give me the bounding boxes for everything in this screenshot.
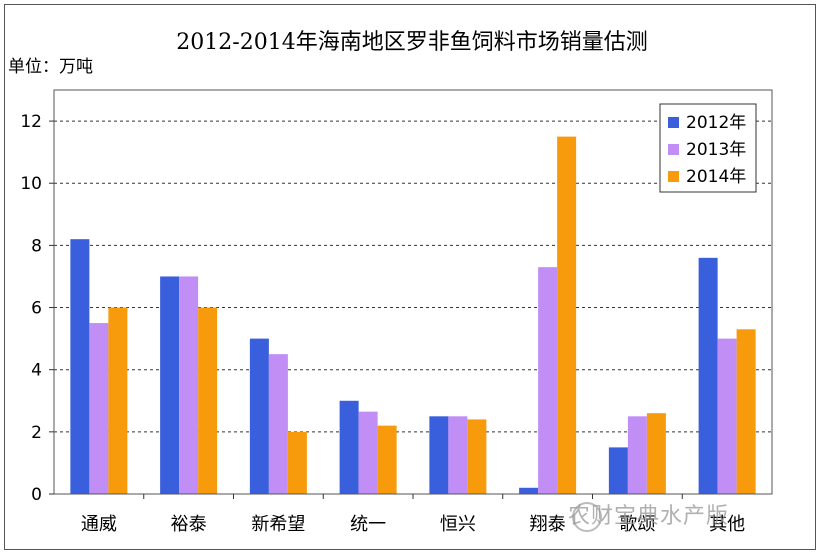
bar-2-1 <box>269 354 288 494</box>
bar-6-1 <box>628 416 647 494</box>
bar-7-0 <box>699 258 718 494</box>
bar-1-1 <box>179 276 198 494</box>
bar-5-1 <box>538 267 557 494</box>
y-tick-label-0: 0 <box>31 485 42 505</box>
bar-1-0 <box>160 276 179 494</box>
bar-6-0 <box>609 447 628 494</box>
bar-6-2 <box>647 413 666 494</box>
y-tick-label-4: 4 <box>31 361 42 381</box>
bar-4-1 <box>448 416 467 494</box>
bar-1-2 <box>198 308 217 494</box>
x-tick-label-4: 恒兴 <box>440 514 476 535</box>
bar-4-0 <box>429 416 448 494</box>
bar-0-0 <box>70 239 89 494</box>
x-tick-label-1: 裕泰 <box>171 514 207 535</box>
bar-3-2 <box>378 426 397 494</box>
y-tick-label-6: 6 <box>31 299 42 319</box>
watermark-text: 农财宝典水产版 <box>568 498 729 530</box>
bar-3-0 <box>340 401 359 494</box>
y-tick-label-2: 2 <box>31 423 42 443</box>
x-tick-label-0: 通威 <box>81 514 117 535</box>
y-tick-label-8: 8 <box>31 236 42 256</box>
legend-swatch-0 <box>668 117 679 128</box>
x-tick-label-5: 翔泰 <box>530 514 566 535</box>
bar-0-2 <box>108 308 127 494</box>
bar-2-2 <box>288 432 307 494</box>
bar-7-2 <box>737 329 756 494</box>
y-tick-label-12: 12 <box>20 112 42 132</box>
bar-5-2 <box>557 137 576 494</box>
legend-label-0: 2012年 <box>686 113 746 133</box>
bar-3-1 <box>359 412 378 494</box>
bar-5-0 <box>519 488 538 494</box>
legend-swatch-1 <box>668 144 679 155</box>
bar-2-0 <box>250 339 269 494</box>
x-tick-label-3: 统一 <box>350 514 386 535</box>
y-tick-label-10: 10 <box>20 174 42 194</box>
x-tick-label-2: 新希望 <box>251 514 305 535</box>
legend-label-1: 2013年 <box>686 140 746 160</box>
bar-7-1 <box>718 339 737 494</box>
legend-swatch-2 <box>668 171 679 182</box>
legend-label-2: 2014年 <box>686 167 746 187</box>
bar-0-1 <box>89 323 108 494</box>
bar-4-2 <box>467 419 486 494</box>
